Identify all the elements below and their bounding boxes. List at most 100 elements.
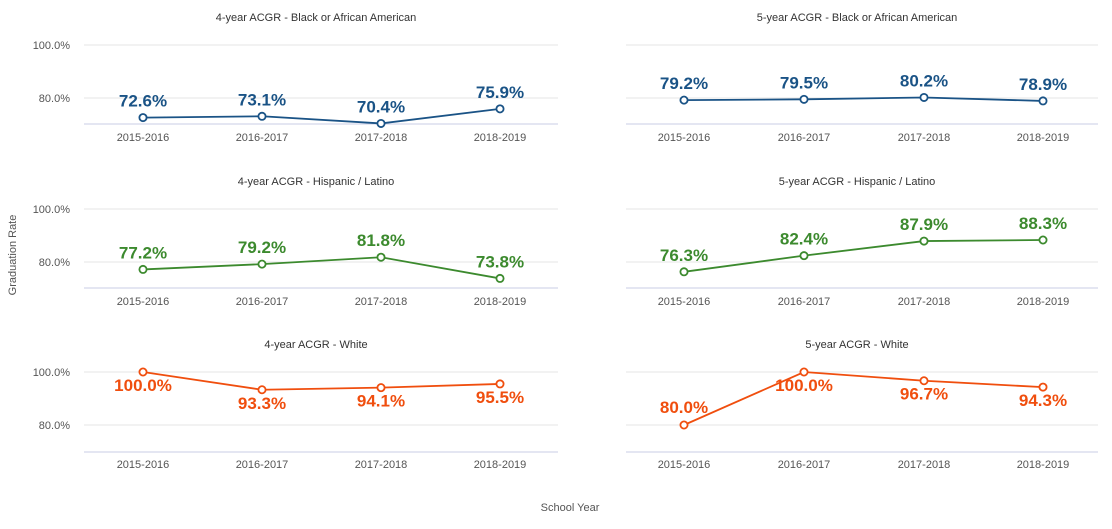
data-label: 87.9% [900, 215, 948, 234]
y-tick-label: 80.0% [39, 93, 70, 105]
panel-title: 4-year ACGR - Hispanic / Latino [238, 176, 395, 188]
panel-title: 5-year ACGR - Hispanic / Latino [779, 176, 936, 188]
data-point[interactable] [799, 251, 809, 261]
x-tick-label: 2016-2017 [236, 296, 289, 308]
x-tick-label: 2016-2017 [236, 132, 289, 144]
data-label: 78.9% [1019, 75, 1067, 94]
data-point[interactable] [1038, 235, 1048, 245]
x-tick-label: 2018-2019 [1017, 459, 1070, 471]
data-point[interactable] [799, 94, 809, 104]
data-point[interactable] [1038, 382, 1048, 392]
data-label: 70.4% [357, 97, 405, 116]
panel-3: 4-year ACGR - Hispanic / Latino 100.0% 80.… [33, 176, 558, 308]
data-label: 72.6% [119, 92, 167, 111]
data-point[interactable] [376, 118, 386, 128]
x-tick-label: 2015-2016 [117, 296, 170, 308]
series-line [142, 371, 501, 391]
x-tick-label: 2017-2018 [355, 296, 408, 308]
data-point[interactable] [799, 367, 809, 377]
data-label: 82.4% [780, 230, 828, 249]
data-label: 95.5% [476, 388, 524, 407]
data-point[interactable] [495, 379, 505, 389]
series-line [683, 96, 1044, 102]
data-point[interactable] [919, 92, 929, 102]
x-tick-label: 2016-2017 [236, 459, 289, 471]
x-tick-label: 2015-2016 [117, 132, 170, 144]
data-point[interactable] [376, 383, 386, 393]
panel-5: 4-year ACGR - White 100.0% 80.0% 2015-2016 2… [33, 339, 558, 471]
data-label: 96.7% [900, 385, 948, 404]
panel-2: 5-year ACGR - Black or African American 2… [626, 12, 1098, 144]
data-label: 88.3% [1019, 214, 1067, 233]
panel-title: 4-year ACGR - Black or African American [216, 12, 417, 24]
data-label: 79.5% [780, 73, 828, 92]
data-point[interactable] [1038, 96, 1048, 106]
data-point[interactable] [138, 367, 148, 377]
x-tick-label: 2015-2016 [658, 132, 711, 144]
panel-title: 4-year ACGR - White [264, 339, 367, 351]
x-tick-label: 2015-2016 [658, 296, 711, 308]
panel-4: 5-year ACGR - Hispanic / Latino 2015-2016… [626, 176, 1098, 308]
y-tick-label: 100.0% [33, 40, 71, 52]
data-label: 100.0% [775, 376, 833, 395]
data-label: 73.1% [238, 90, 286, 109]
x-tick-label: 2017-2018 [898, 459, 951, 471]
data-point[interactable] [257, 111, 267, 121]
y-tick-label: 100.0% [33, 367, 71, 379]
data-label: 93.3% [238, 394, 286, 413]
x-tick-label: 2018-2019 [474, 132, 527, 144]
x-tick-label: 2017-2018 [355, 459, 408, 471]
x-tick-label: 2017-2018 [355, 132, 408, 144]
series-line [683, 239, 1044, 273]
x-axis-title: School Year [541, 502, 600, 514]
data-label: 79.2% [660, 74, 708, 93]
y-axis-title: Graduation Rate [7, 215, 19, 296]
data-point[interactable] [919, 376, 929, 386]
data-label: 80.2% [900, 71, 948, 90]
x-tick-label: 2017-2018 [898, 132, 951, 144]
data-point[interactable] [376, 252, 386, 262]
x-tick-label: 2016-2017 [778, 296, 831, 308]
panel-6: 5-year ACGR - White 2015-2016 2016-2017 201… [626, 339, 1098, 471]
series-line [142, 107, 501, 125]
panel-1: 4-year ACGR - Black or African American 1… [33, 12, 558, 144]
data-label: 79.2% [238, 238, 286, 257]
y-tick-label: 100.0% [33, 204, 71, 216]
data-point[interactable] [138, 264, 148, 274]
x-tick-label: 2018-2019 [1017, 132, 1070, 144]
data-label: 81.8% [357, 231, 405, 250]
x-tick-label: 2018-2019 [474, 459, 527, 471]
data-point[interactable] [495, 273, 505, 283]
data-point[interactable] [679, 420, 689, 430]
series-line [683, 371, 1044, 426]
data-point[interactable] [138, 113, 148, 123]
data-label: 94.3% [1019, 391, 1067, 410]
data-label: 77.2% [119, 243, 167, 262]
data-point[interactable] [495, 104, 505, 114]
x-tick-label: 2015-2016 [658, 459, 711, 471]
data-label: 75.9% [476, 83, 524, 102]
data-label: 73.8% [476, 252, 524, 271]
data-point[interactable] [679, 95, 689, 105]
data-label: 76.3% [660, 246, 708, 265]
x-tick-label: 2018-2019 [1017, 296, 1070, 308]
series-line [142, 256, 501, 280]
data-point[interactable] [919, 236, 929, 246]
data-label: 100.0% [114, 376, 172, 395]
data-point[interactable] [257, 385, 267, 395]
panel-title: 5-year ACGR - Black or African American [757, 12, 958, 24]
data-point[interactable] [257, 259, 267, 269]
data-label: 94.1% [357, 392, 405, 411]
x-tick-label: 2015-2016 [117, 459, 170, 471]
y-tick-label: 80.0% [39, 420, 70, 432]
x-tick-label: 2018-2019 [474, 296, 527, 308]
y-tick-label: 80.0% [39, 257, 70, 269]
x-tick-label: 2016-2017 [778, 132, 831, 144]
data-label: 80.0% [660, 398, 708, 417]
data-point[interactable] [679, 267, 689, 277]
x-tick-label: 2017-2018 [898, 296, 951, 308]
panel-title: 5-year ACGR - White [805, 339, 908, 351]
x-tick-label: 2016-2017 [778, 459, 831, 471]
